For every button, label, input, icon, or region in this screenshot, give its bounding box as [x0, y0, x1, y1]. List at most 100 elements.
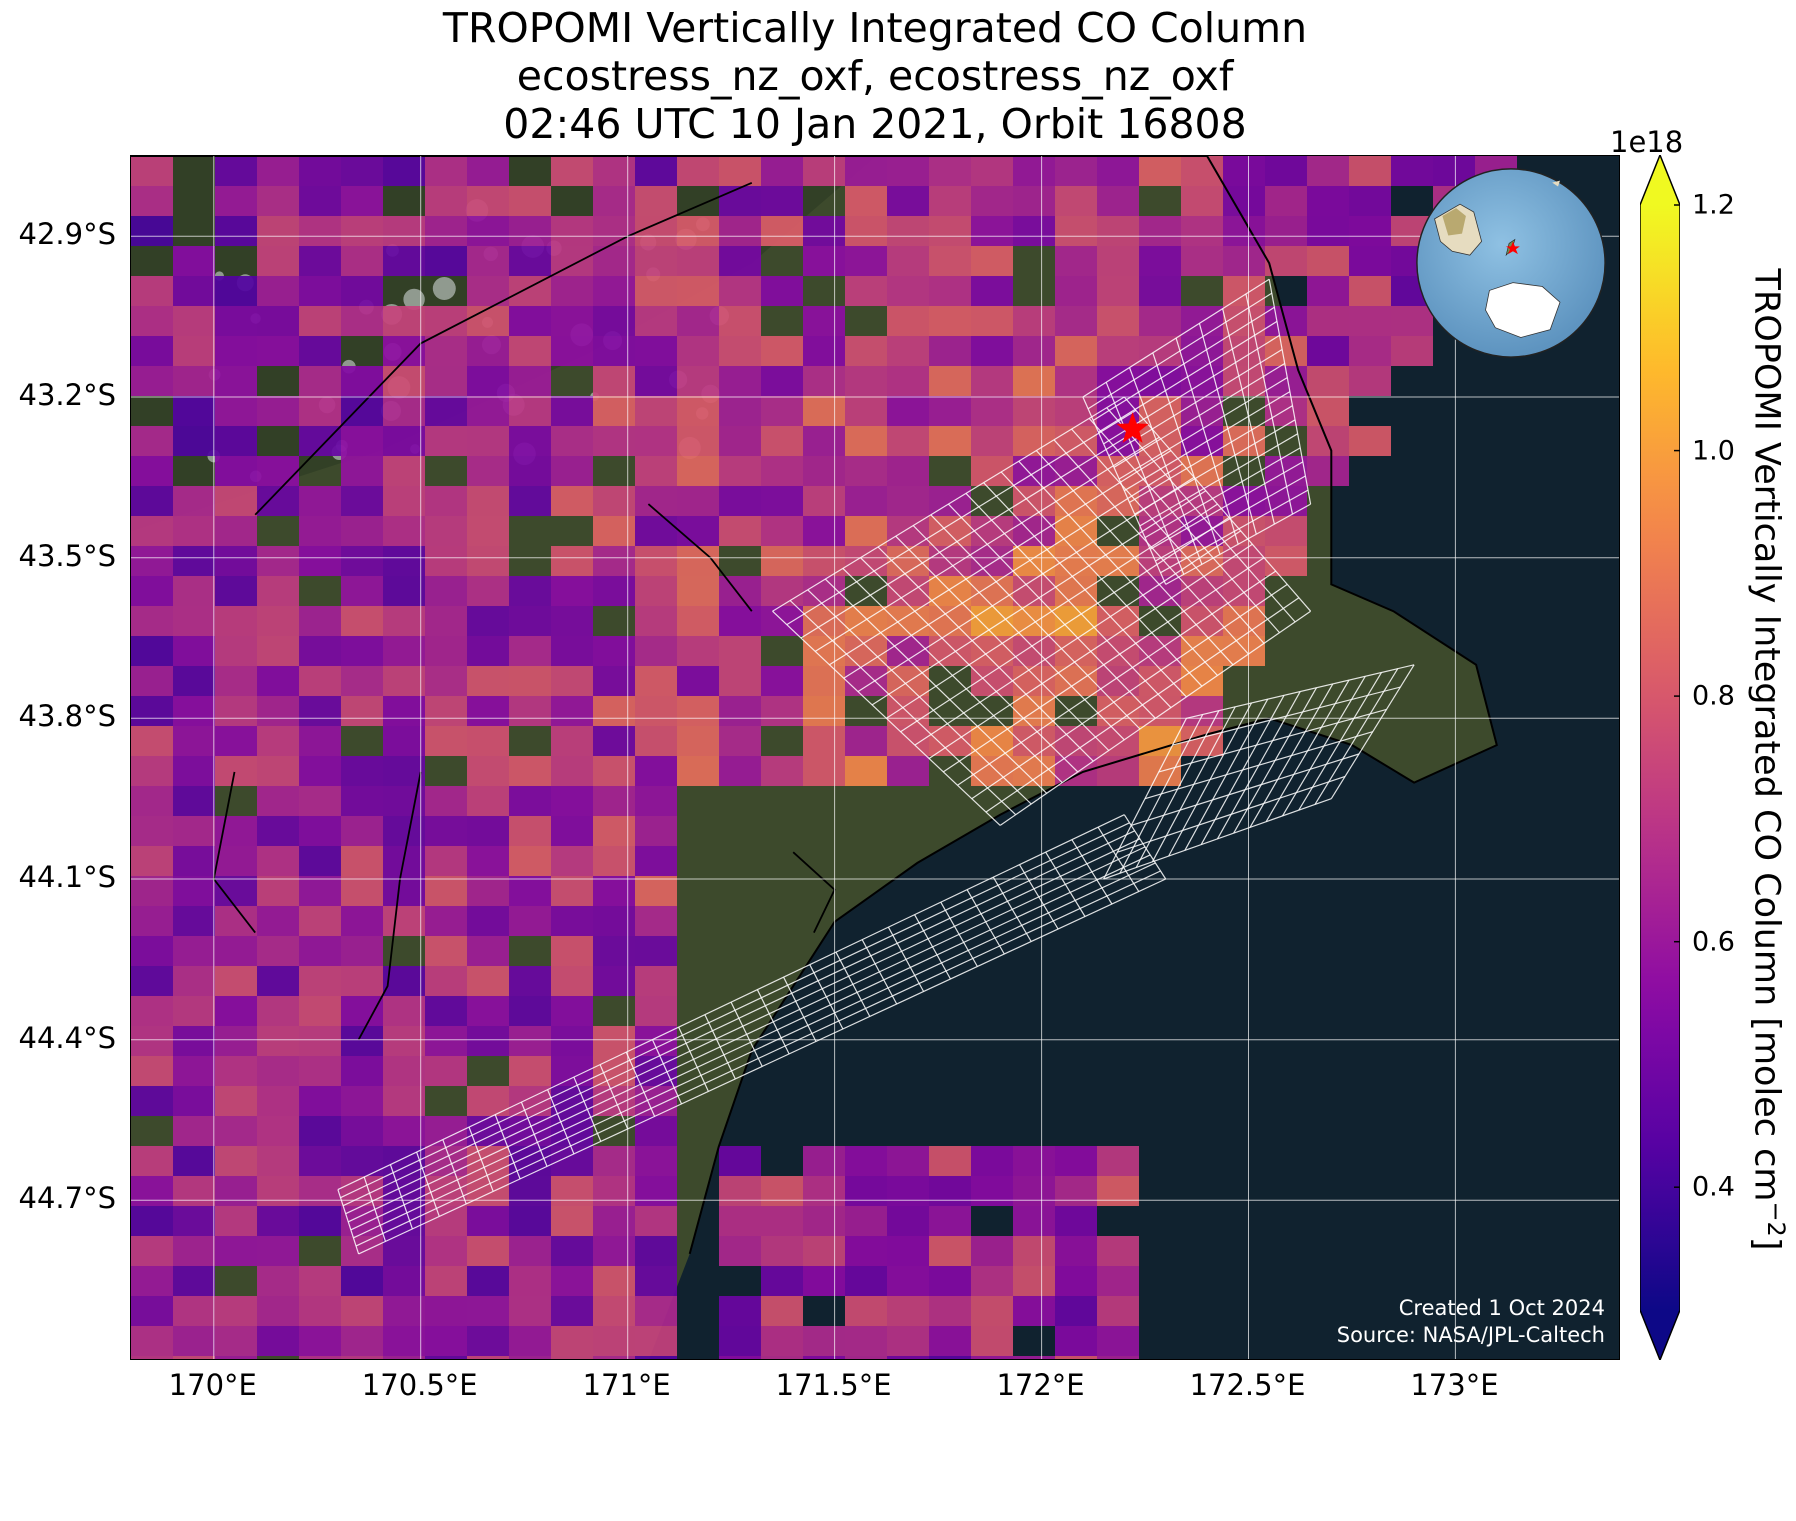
co-pixel [593, 816, 635, 846]
co-pixel [383, 426, 425, 456]
co-pixel [215, 996, 257, 1026]
co-pixel [467, 546, 509, 576]
snow-patch [403, 288, 425, 311]
title-line-3: 02:46 UTC 10 Jan 2021, Orbit 16808 [503, 100, 1247, 148]
co-pixel [425, 636, 467, 666]
co-pixel [257, 1266, 299, 1296]
co-pixel [173, 1056, 215, 1086]
swath-grid-line [800, 423, 1148, 639]
co-pixel [887, 1266, 929, 1296]
co-pixel [467, 336, 509, 366]
co-pixel [719, 756, 761, 786]
co-pixel [1307, 186, 1349, 216]
co-pixel [635, 1206, 677, 1236]
co-pixel [1391, 306, 1433, 336]
co-pixel [215, 486, 257, 516]
co-pixel [509, 426, 551, 456]
swath-grid-line [971, 583, 1288, 800]
co-pixel [593, 546, 635, 576]
co-pixel [299, 546, 341, 576]
co-pixel [1307, 336, 1349, 366]
swath-grid-line [1082, 278, 1270, 398]
co-pixel [215, 1206, 257, 1236]
co-pixel [635, 1086, 677, 1116]
co-pixel [425, 1356, 467, 1359]
co-pixel [341, 486, 383, 516]
co-pixel [635, 1236, 677, 1266]
co-pixel [803, 516, 845, 546]
co-pixel [1181, 636, 1223, 666]
co-pixel [425, 726, 467, 756]
co-pixel [593, 576, 635, 606]
colorbar-tick-label: 1.2 [1692, 189, 1735, 221]
co-pixel [761, 546, 803, 576]
co-pixel [131, 606, 173, 636]
co-pixel [131, 996, 173, 1026]
co-pixel [719, 1176, 761, 1206]
co-pixel [761, 1326, 803, 1356]
co-pixel [929, 1326, 971, 1356]
co-pixel [761, 1296, 803, 1326]
co-pixel [341, 246, 383, 276]
co-pixel [383, 1086, 425, 1116]
co-pixel [509, 906, 551, 936]
co-pixel [509, 576, 551, 606]
x-tick-label: 170°E [168, 1368, 257, 1402]
co-pixel [383, 1116, 425, 1146]
co-pixel [257, 636, 299, 666]
co-pixel [551, 936, 593, 966]
co-pixel [845, 1356, 887, 1359]
co-pixel [173, 246, 215, 276]
co-pixel [257, 1056, 299, 1086]
co-pixel [1097, 1266, 1139, 1296]
co-pixel [131, 1026, 173, 1056]
co-pixel [425, 426, 467, 456]
co-pixel [971, 1356, 1013, 1359]
co-pixel [425, 786, 467, 816]
co-pixel [719, 1326, 761, 1356]
co-pixel [971, 396, 1013, 426]
y-tick-label: 43.5°S [18, 538, 116, 573]
co-pixel [1223, 156, 1265, 186]
co-pixel [803, 396, 845, 426]
co-pixel [1181, 396, 1223, 426]
co-pixel [383, 606, 425, 636]
co-pixel [1349, 156, 1391, 186]
co-pixel [257, 276, 299, 306]
co-pixel [1013, 1296, 1055, 1326]
co-pixel [173, 1086, 215, 1116]
co-pixel [425, 1026, 467, 1056]
co-pixel [467, 516, 509, 546]
co-pixel [761, 756, 803, 786]
co-pixel [1055, 276, 1097, 306]
swath-grid-line [1113, 362, 1286, 468]
co-pixel [131, 1146, 173, 1176]
colorbar-exponent: 1e18 [1610, 125, 1684, 159]
co-pixel [803, 246, 845, 276]
co-pixel [551, 786, 593, 816]
co-pixel [131, 1266, 173, 1296]
co-pixel [341, 306, 383, 336]
co-pixel [341, 546, 383, 576]
map-panel[interactable]: Created 1 Oct 2024 Source: NASA/JPL-Calt… [130, 155, 1620, 1360]
map-canvas[interactable] [131, 156, 1620, 1360]
co-pixel [1055, 1206, 1097, 1236]
co-pixel [215, 546, 257, 576]
co-pixel [761, 456, 803, 486]
co-pixel [1181, 426, 1223, 456]
co-pixel [971, 1176, 1013, 1206]
co-pixel [551, 1296, 593, 1326]
co-pixel [719, 156, 761, 186]
co-pixel [257, 456, 299, 486]
co-pixel [1265, 396, 1307, 426]
co-pixel [1223, 186, 1265, 216]
co-pixel [341, 1116, 383, 1146]
co-pixel [509, 276, 551, 306]
co-pixel [1055, 396, 1097, 426]
co-pixel [551, 276, 593, 306]
co-pixel [1349, 246, 1391, 276]
co-pixel [719, 1236, 761, 1266]
co-pixel [593, 1326, 635, 1356]
co-pixel [341, 516, 383, 546]
co-pixel [887, 426, 929, 456]
